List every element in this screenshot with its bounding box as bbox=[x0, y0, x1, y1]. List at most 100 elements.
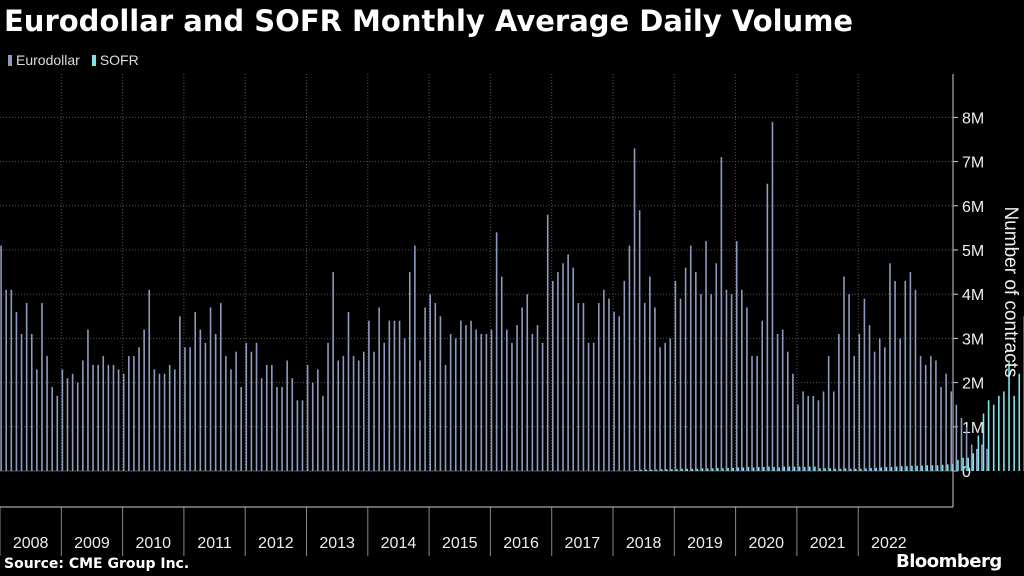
bar-sofr-190 bbox=[972, 453, 975, 471]
bar-eurodollar-23 bbox=[117, 369, 120, 471]
bar-eurodollar-145 bbox=[741, 289, 743, 471]
bar-sofr-140 bbox=[717, 467, 719, 471]
bar-eurodollar-56 bbox=[286, 360, 288, 471]
bar-eurodollar-151 bbox=[771, 121, 774, 471]
bar-eurodollar-60 bbox=[306, 364, 309, 471]
bar-sofr-142 bbox=[727, 467, 729, 471]
bar-eurodollar-139 bbox=[710, 294, 712, 471]
bar-eurodollar-61 bbox=[311, 382, 314, 471]
bar-eurodollar-143 bbox=[730, 294, 733, 471]
bar-eurodollar-180 bbox=[919, 356, 922, 471]
bar-eurodollar-77 bbox=[393, 320, 396, 471]
bar-eurodollar-76 bbox=[388, 320, 391, 471]
bar-sofr-161 bbox=[824, 468, 826, 471]
bar-eurodollar-17 bbox=[87, 329, 89, 471]
bar-eurodollar-109 bbox=[557, 272, 559, 471]
bar-eurodollar-64 bbox=[327, 342, 329, 471]
bar-eurodollar-136 bbox=[695, 272, 697, 471]
bar-eurodollar-119 bbox=[608, 298, 610, 471]
x-tick-label-2018: 2018 bbox=[626, 535, 662, 552]
bar-sofr-148 bbox=[757, 467, 760, 471]
bar-sofr-195 bbox=[998, 395, 1000, 471]
bar-eurodollar-138 bbox=[705, 241, 707, 471]
x-tick-label-2021: 2021 bbox=[810, 535, 846, 552]
bar-eurodollar-191 bbox=[975, 448, 978, 471]
bar-eurodollar-9 bbox=[46, 356, 48, 471]
bar-sofr-129 bbox=[660, 469, 663, 471]
bar-eurodollar-70 bbox=[357, 360, 360, 471]
y-axis-label: Number of contracts bbox=[1000, 206, 1021, 378]
bar-sofr-166 bbox=[849, 468, 852, 471]
x-tick-label-2022: 2022 bbox=[871, 535, 907, 552]
bar-eurodollar-167 bbox=[853, 356, 855, 471]
bar-eurodollar-6 bbox=[30, 333, 33, 471]
bar-eurodollar-65 bbox=[332, 272, 334, 471]
bar-eurodollar-178 bbox=[909, 272, 912, 471]
y-tick-label-5: 5M bbox=[962, 243, 984, 260]
bar-eurodollar-97 bbox=[495, 232, 498, 471]
bar-eurodollar-85 bbox=[434, 303, 437, 471]
bar-eurodollar-4 bbox=[20, 333, 23, 471]
bar-eurodollar-124 bbox=[633, 148, 636, 471]
bar-eurodollar-69 bbox=[352, 356, 355, 471]
bar-sofr-133 bbox=[681, 468, 683, 471]
bar-sofr-178 bbox=[911, 465, 913, 471]
bar-sofr-134 bbox=[686, 468, 689, 471]
legend-swatch-sofr bbox=[91, 54, 96, 66]
bar-eurodollar-158 bbox=[807, 395, 810, 471]
x-tick-label-2013: 2013 bbox=[319, 535, 355, 552]
bar-eurodollar-166 bbox=[848, 294, 850, 471]
bar-sofr-184 bbox=[941, 464, 944, 471]
bar-sofr-193 bbox=[987, 400, 990, 471]
bar-eurodollar-54 bbox=[276, 387, 278, 471]
bar-eurodollar-183 bbox=[935, 360, 937, 471]
bar-eurodollar-12 bbox=[61, 369, 64, 471]
bar-sofr-126 bbox=[645, 469, 648, 471]
bar-eurodollar-108 bbox=[552, 280, 554, 471]
bar-eurodollar-120 bbox=[613, 311, 615, 471]
bar-eurodollar-169 bbox=[863, 298, 866, 471]
bar-eurodollar-34 bbox=[173, 369, 176, 471]
bar-eurodollar-165 bbox=[843, 276, 845, 471]
legend-swatch-eurodollar bbox=[8, 54, 12, 66]
bar-sofr-155 bbox=[793, 466, 796, 471]
bar-sofr-176 bbox=[900, 466, 903, 471]
bar-eurodollar-73 bbox=[373, 351, 375, 471]
bar-sofr-168 bbox=[860, 468, 862, 471]
bar-eurodollar-105 bbox=[536, 325, 539, 471]
bloomberg-logo: Bloomberg bbox=[896, 551, 1002, 572]
bar-eurodollar-160 bbox=[817, 400, 820, 471]
bar-sofr-128 bbox=[655, 469, 658, 471]
bar-eurodollar-134 bbox=[684, 267, 687, 471]
bar-eurodollar-128 bbox=[654, 307, 656, 471]
bar-sofr-144 bbox=[737, 467, 740, 471]
bar-eurodollar-51 bbox=[260, 378, 263, 471]
bar-eurodollar-74 bbox=[378, 307, 380, 471]
bar-eurodollar-141 bbox=[720, 157, 723, 471]
x-tick-label-2017: 2017 bbox=[565, 535, 601, 552]
bar-eurodollar-98 bbox=[500, 276, 503, 471]
bar-eurodollar-118 bbox=[603, 289, 605, 471]
bar-eurodollar-132 bbox=[674, 280, 677, 471]
bar-eurodollar-11 bbox=[56, 395, 59, 471]
bar-eurodollar-19 bbox=[97, 364, 99, 471]
x-tick-label-2014: 2014 bbox=[381, 535, 417, 552]
source-note: Source: CME Group Inc. bbox=[4, 556, 190, 572]
bar-sofr-138 bbox=[706, 468, 709, 471]
bar-eurodollar-161 bbox=[822, 391, 825, 471]
bar-eurodollar-149 bbox=[761, 320, 764, 471]
x-tick-label-2012: 2012 bbox=[258, 535, 294, 552]
bar-eurodollar-182 bbox=[930, 356, 932, 471]
legend: Eurodollar SOFR bbox=[8, 52, 139, 68]
bar-eurodollar-115 bbox=[587, 342, 590, 471]
y-tick-label-1: 1M bbox=[962, 420, 984, 437]
bar-eurodollar-86 bbox=[439, 316, 442, 471]
bar-sofr-183 bbox=[936, 465, 939, 471]
bar-eurodollar-101 bbox=[516, 325, 518, 471]
bar-eurodollar-110 bbox=[562, 263, 564, 471]
bar-eurodollar-95 bbox=[485, 333, 488, 471]
bar-eurodollar-22 bbox=[112, 364, 115, 471]
bar-eurodollar-164 bbox=[838, 333, 840, 471]
bar-eurodollar-42 bbox=[214, 333, 217, 471]
bar-eurodollar-63 bbox=[322, 395, 324, 471]
